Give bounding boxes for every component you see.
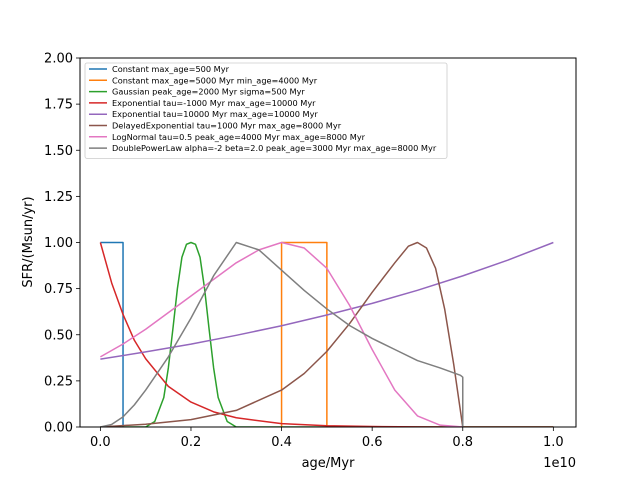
legend-frame: [84, 62, 448, 159]
y-tick-label: 0.75: [44, 282, 73, 297]
series-line-8: [100, 241, 464, 427]
series-line-6: [100, 241, 464, 427]
y-tick-label: 2.00: [44, 52, 73, 67]
legend-entry-label: DoublePowerLaw alpha=-2 beta=2.0 peak_ag…: [112, 143, 437, 153]
legend-entry-label: Constant max_age=500 Myr: [112, 64, 230, 74]
series-lines: [99, 241, 554, 427]
x-tick-label: 0.8: [452, 435, 473, 450]
y-tick-label: 1.25: [44, 190, 73, 205]
x-tick-label: 0.0: [90, 435, 111, 450]
legend-entry-label: LogNormal tau=0.5 peak_age=4000 Myr max_…: [112, 132, 366, 142]
legend-entry-label: Exponential tau=-1000 Myr max_age=10000 …: [112, 98, 316, 108]
x-tick-label: 0.4: [271, 435, 292, 450]
legend-entry-label: Exponential tau=10000 Myr max_age=10000 …: [112, 109, 318, 119]
series-line-7: [100, 241, 463, 427]
series-line-5: [100, 241, 554, 360]
legend-entry-label: DelayedExponential tau=1000 Myr max_age=…: [112, 121, 342, 131]
x-tick-label: 1.0: [543, 435, 564, 450]
y-axis-ticks: 0.00 0.25 0.50 0.75 1.00 1.25 1.50 1.75 2.00: [44, 52, 80, 436]
y-tick-label: 1.50: [44, 144, 73, 159]
y-tick-label: 0.25: [44, 374, 73, 389]
y-axis-label: SFR/(Msun/yr): [21, 196, 36, 287]
legend-entry-label: Gaussian peak_age=2000 Myr sigma=500 Myr: [112, 87, 305, 97]
y-tick-label: 0.00: [44, 421, 73, 436]
y-tick-label: 1.00: [44, 236, 73, 251]
x-axis-offset-label: 1e10: [543, 456, 576, 471]
x-tick-label: 0.2: [181, 435, 202, 450]
series-line-2: [280, 241, 328, 427]
y-tick-label: 0.50: [44, 328, 73, 343]
y-tick-label: 1.75: [44, 98, 73, 113]
x-tick-label: 0.6: [362, 435, 383, 450]
x-axis-label: age/Myr: [302, 456, 356, 471]
series-line-1: [100, 241, 124, 427]
x-axis-ticks: 0.0 0.2 0.4 0.6 0.8 1.0: [90, 427, 564, 450]
legend-entry-label: Constant max_age=5000 Myr min_age=4000 M…: [112, 75, 318, 85]
